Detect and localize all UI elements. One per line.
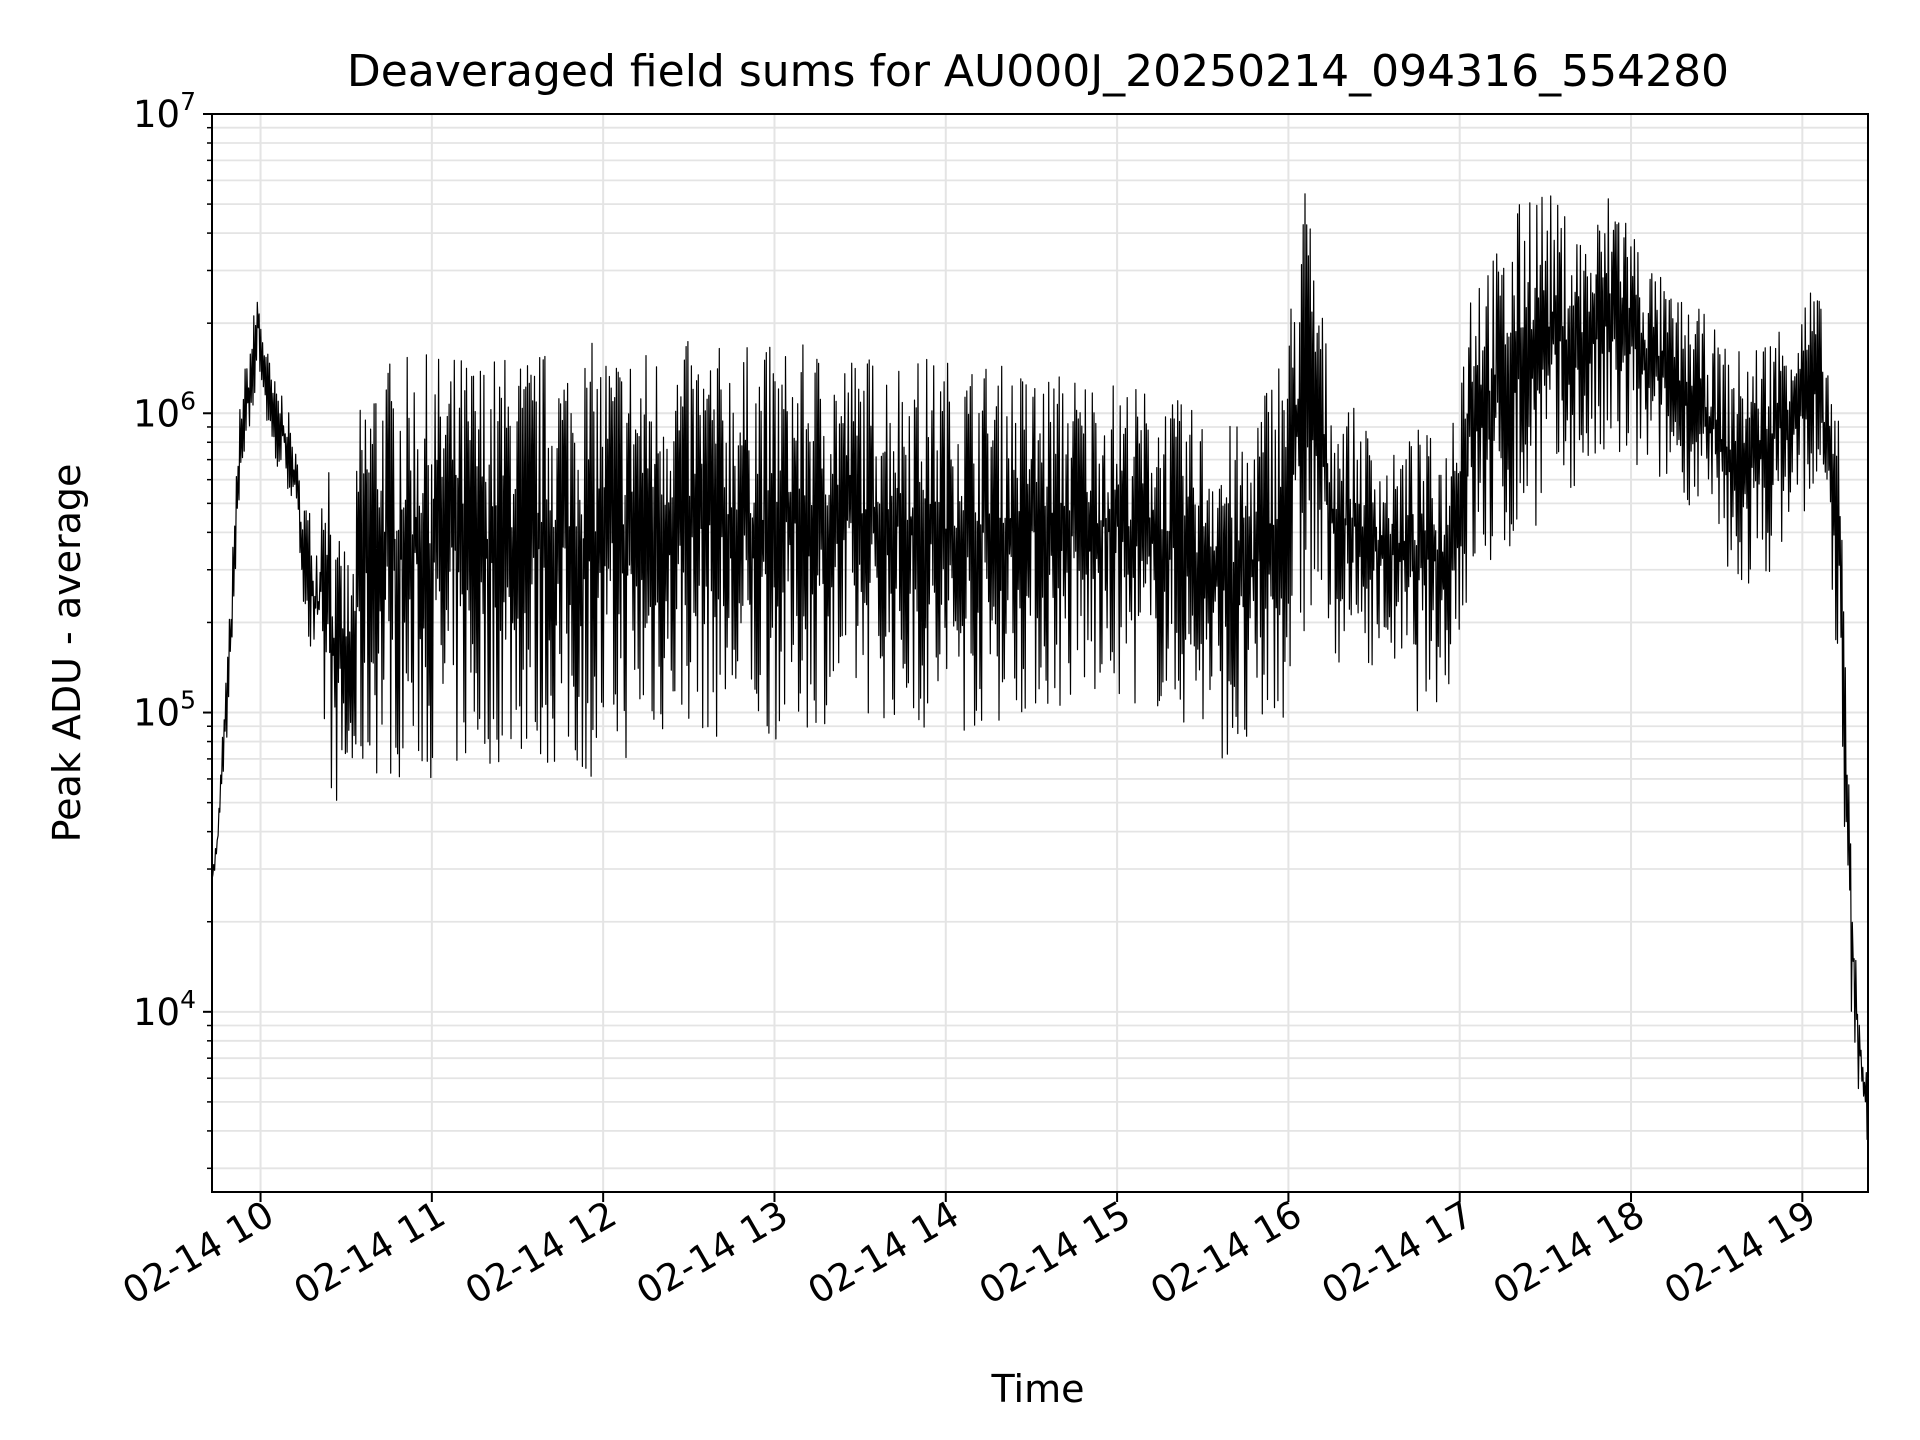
- series-line: [211, 193, 1869, 1140]
- y-tick-label: 107: [133, 87, 196, 136]
- y-tick-label: 105: [133, 686, 196, 735]
- plot-area-frame: [211, 113, 1869, 1193]
- y-axis: 104 105 106 107: [133, 87, 212, 1170]
- y-axis-label: Peak ADU - average: [45, 464, 89, 843]
- y-tick-label: 104: [133, 985, 196, 1034]
- series-path: [211, 193, 1869, 1140]
- chart-title: Deaveraged field sums for AU000J_2025021…: [347, 46, 1729, 97]
- y-tick-label: 106: [133, 386, 196, 435]
- x-axis-label: Time: [991, 1367, 1085, 1411]
